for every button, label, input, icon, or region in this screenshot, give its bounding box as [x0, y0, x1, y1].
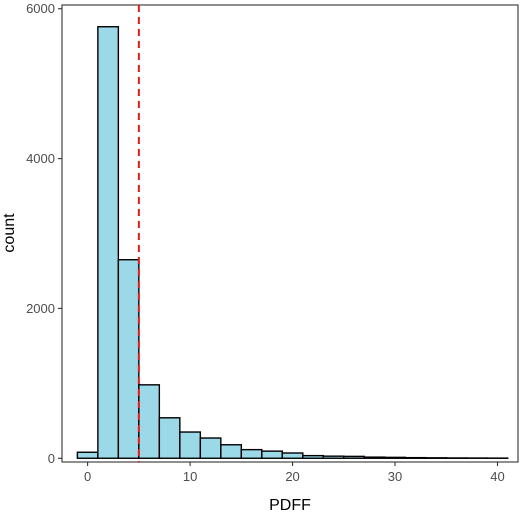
histogram-bar-3 — [138, 384, 161, 459]
y-tick-label-0: 0 — [48, 451, 55, 466]
histogram-bar-12 — [322, 455, 345, 459]
histogram-bar-14 — [363, 456, 386, 459]
x-axis-title: PDFF — [269, 497, 311, 514]
x-tick-label-0: 0 — [84, 469, 91, 484]
histogram-bar-2 — [117, 259, 140, 459]
histogram-bar-15 — [384, 456, 406, 459]
x-tick-label-1: 10 — [183, 469, 197, 484]
y-tick-label-1: 2000 — [26, 301, 55, 316]
histogram-bar-1 — [97, 26, 120, 459]
histogram-bar-6 — [199, 437, 222, 459]
histogram-bar-8 — [240, 448, 263, 459]
x-tick-label-4: 40 — [490, 469, 504, 484]
histogram-bar-7 — [220, 444, 243, 459]
histogram-bar-11 — [302, 454, 325, 459]
y-tick-label-2: 4000 — [26, 151, 55, 166]
histogram-bar-16 — [404, 456, 427, 459]
histogram-bar-5 — [179, 431, 202, 459]
y-tick-label-3: 6000 — [26, 1, 55, 16]
histogram-bar-0 — [76, 451, 99, 459]
histogram-bar-4 — [158, 417, 181, 459]
x-tick-label-2: 20 — [285, 469, 299, 484]
x-tick-label-3: 30 — [388, 469, 402, 484]
histogram-bar-9 — [261, 450, 284, 459]
x-axis: 0 10 20 30 40 — [84, 462, 505, 484]
y-axis-title: count — [1, 213, 18, 253]
histogram-bar-10 — [281, 452, 304, 459]
y-axis: 0 2000 4000 6000 — [26, 1, 62, 466]
histogram-bar-13 — [343, 455, 365, 459]
